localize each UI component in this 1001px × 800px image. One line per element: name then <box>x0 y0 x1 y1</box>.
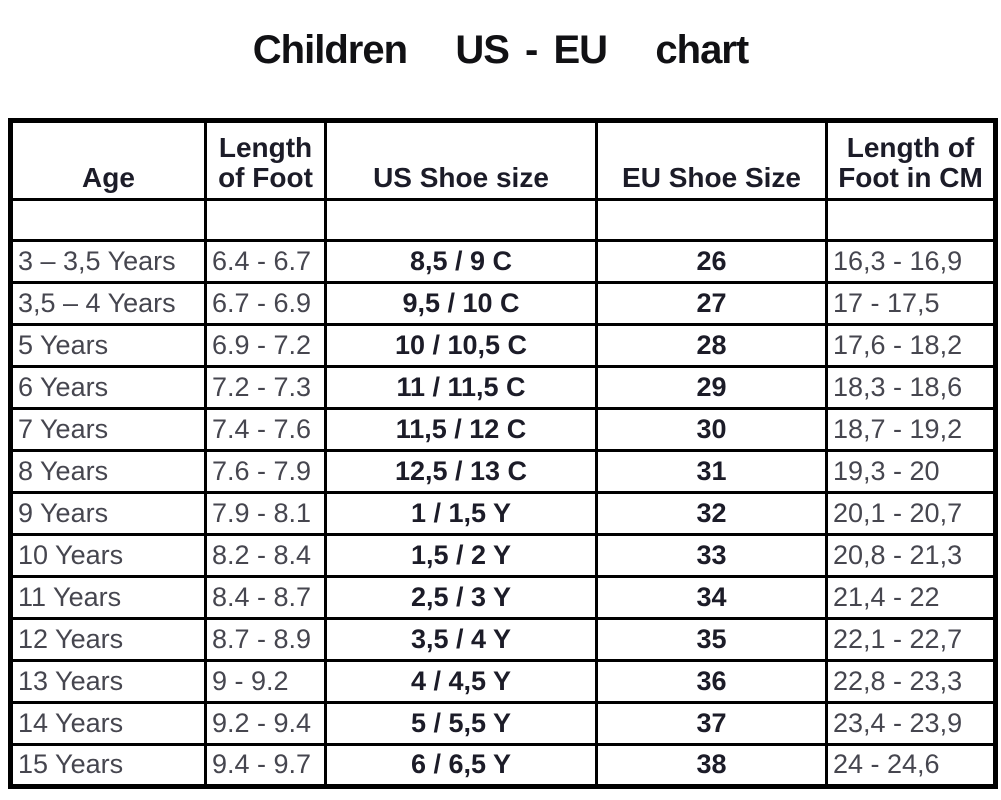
header-cell-foot-cm: Length of Foot in CM <box>825 119 997 201</box>
cell-eu: 35 <box>595 617 828 662</box>
cell-cm: 16,3 - 16,9 <box>825 239 997 284</box>
cell-age: 14 Years <box>9 701 207 746</box>
table-row: 3,5 – 4 Years 6.7 - 6.9 9,5 / 10 C 27 17 - 1… <box>9 281 997 326</box>
size-chart-table: Age Length of Foot US Shoe size EU Shoe … <box>8 118 998 789</box>
table-row: 8 Years 7.6 - 7.9 12,5 / 13 C 31 19,3 - 20 <box>9 449 997 494</box>
cell-foot: 9.2 - 9.4 <box>204 701 327 746</box>
cell-eu: 26 <box>595 239 828 284</box>
cell-us: 11 / 11,5 C <box>324 365 598 410</box>
cell-us: 10 / 10,5 C <box>324 323 598 368</box>
cell-cm: 18,7 - 19,2 <box>825 407 997 452</box>
spacer-cell <box>9 198 207 242</box>
table-row: 9 Years 7.9 - 8.1 1 / 1,5 Y 32 20,1 - 20,7 <box>9 491 997 536</box>
cell-cm: 17 - 17,5 <box>825 281 997 326</box>
cell-age: 15 Years <box>9 743 207 788</box>
cell-eu: 36 <box>595 659 828 704</box>
spacer-cell <box>595 198 828 242</box>
cell-us: 6 / 6,5 Y <box>324 743 598 788</box>
table-body: 3 – 3,5 Years 6.4 - 6.7 8,5 / 9 C 26 16,3 - … <box>9 198 997 788</box>
cell-age: 11 Years <box>9 575 207 620</box>
cell-eu: 38 <box>595 743 828 788</box>
cell-cm: 22,8 - 23,3 <box>825 659 997 704</box>
cell-foot: 9 - 9.2 <box>204 659 327 704</box>
cell-eu: 29 <box>595 365 828 410</box>
cell-foot: 7.4 - 7.6 <box>204 407 327 452</box>
cell-us: 3,5 / 4 Y <box>324 617 598 662</box>
cell-foot: 7.9 - 8.1 <box>204 491 327 536</box>
cell-eu: 28 <box>595 323 828 368</box>
cell-eu: 32 <box>595 491 828 536</box>
table-row: 13 Years 9 - 9.2 4 / 4,5 Y 36 22,8 - 23,3 <box>9 659 997 704</box>
cell-eu: 31 <box>595 449 828 494</box>
table-header: Age Length of Foot US Shoe size EU Shoe … <box>9 119 997 201</box>
cell-age: 10 Years <box>9 533 207 578</box>
cell-foot: 8.7 - 8.9 <box>204 617 327 662</box>
spacer-cell <box>324 198 598 242</box>
cell-cm: 19,3 - 20 <box>825 449 997 494</box>
header-cell-us-size: US Shoe size <box>324 119 598 201</box>
table-row: 14 Years 9.2 - 9.4 5 / 5,5 Y 37 23,4 - 23,9 <box>9 701 997 746</box>
cell-age: 3,5 – 4 Years <box>9 281 207 326</box>
cell-age: 3 – 3,5 Years <box>9 239 207 284</box>
cell-foot: 6.7 - 6.9 <box>204 281 327 326</box>
cell-age: 12 Years <box>9 617 207 662</box>
header-cell-eu-size: EU Shoe Size <box>595 119 828 201</box>
cell-age: 6 Years <box>9 365 207 410</box>
cell-age: 9 Years <box>9 491 207 536</box>
cell-age: 13 Years <box>9 659 207 704</box>
cell-foot: 6.9 - 7.2 <box>204 323 327 368</box>
spacer-cell <box>204 198 327 242</box>
cell-eu: 34 <box>595 575 828 620</box>
cell-us: 9,5 / 10 C <box>324 281 598 326</box>
cell-eu: 30 <box>595 407 828 452</box>
table-header-row: Age Length of Foot US Shoe size EU Shoe … <box>9 119 997 201</box>
cell-eu: 33 <box>595 533 828 578</box>
cell-foot: 9.4 - 9.7 <box>204 743 327 788</box>
cell-cm: 22,1 - 22,7 <box>825 617 997 662</box>
table-row: 5 Years 6.9 - 7.2 10 / 10,5 C 28 17,6 - 18,2 <box>9 323 997 368</box>
spacer-cell <box>825 198 997 242</box>
table-row: 10 Years 8.2 - 8.4 1,5 / 2 Y 33 20,8 - 21,3 <box>9 533 997 578</box>
table-row: 7 Years 7.4 - 7.6 11,5 / 12 C 30 18,7 - 19,2 <box>9 407 997 452</box>
cell-us: 1,5 / 2 Y <box>324 533 598 578</box>
cell-cm: 18,3 - 18,6 <box>825 365 997 410</box>
table-row: 3 – 3,5 Years 6.4 - 6.7 8,5 / 9 C 26 16,3 - … <box>9 239 997 284</box>
cell-eu: 27 <box>595 281 828 326</box>
cell-eu: 37 <box>595 701 828 746</box>
page-title: Children US - EU chart <box>252 28 749 72</box>
header-cell-age: Age <box>9 119 207 201</box>
cell-cm: 20,1 - 20,7 <box>825 491 997 536</box>
cell-cm: 17,6 - 18,2 <box>825 323 997 368</box>
cell-age: 5 Years <box>9 323 207 368</box>
cell-cm: 20,8 - 21,3 <box>825 533 997 578</box>
cell-us: 4 / 4,5 Y <box>324 659 598 704</box>
cell-foot: 7.6 - 7.9 <box>204 449 327 494</box>
table-row: 15 Years 9.4 - 9.7 6 / 6,5 Y 38 24 - 24,6 <box>9 743 997 788</box>
table-row: 6 Years 7.2 - 7.3 11 / 11,5 C 29 18,3 - 18,6 <box>9 365 997 410</box>
cell-us: 12,5 / 13 C <box>324 449 598 494</box>
header-cell-foot: Length of Foot <box>204 119 327 201</box>
cell-foot: 6.4 - 6.7 <box>204 239 327 284</box>
cell-us: 1 / 1,5 Y <box>324 491 598 536</box>
cell-us: 5 / 5,5 Y <box>324 701 598 746</box>
cell-cm: 21,4 - 22 <box>825 575 997 620</box>
cell-foot: 7.2 - 7.3 <box>204 365 327 410</box>
spacer-row <box>9 198 997 242</box>
cell-foot: 8.2 - 8.4 <box>204 533 327 578</box>
cell-cm: 23,4 - 23,9 <box>825 701 997 746</box>
table-row: 12 Years 8.7 - 8.9 3,5 / 4 Y 35 22,1 - 22,7 <box>9 617 997 662</box>
cell-age: 7 Years <box>9 407 207 452</box>
cell-us: 8,5 / 9 C <box>324 239 598 284</box>
cell-foot: 8.4 - 8.7 <box>204 575 327 620</box>
cell-us: 2,5 / 3 Y <box>324 575 598 620</box>
table-row: 11 Years 8.4 - 8.7 2,5 / 3 Y 34 21,4 - 22 <box>9 575 997 620</box>
cell-cm: 24 - 24,6 <box>825 743 997 788</box>
cell-age: 8 Years <box>9 449 207 494</box>
cell-us: 11,5 / 12 C <box>324 407 598 452</box>
